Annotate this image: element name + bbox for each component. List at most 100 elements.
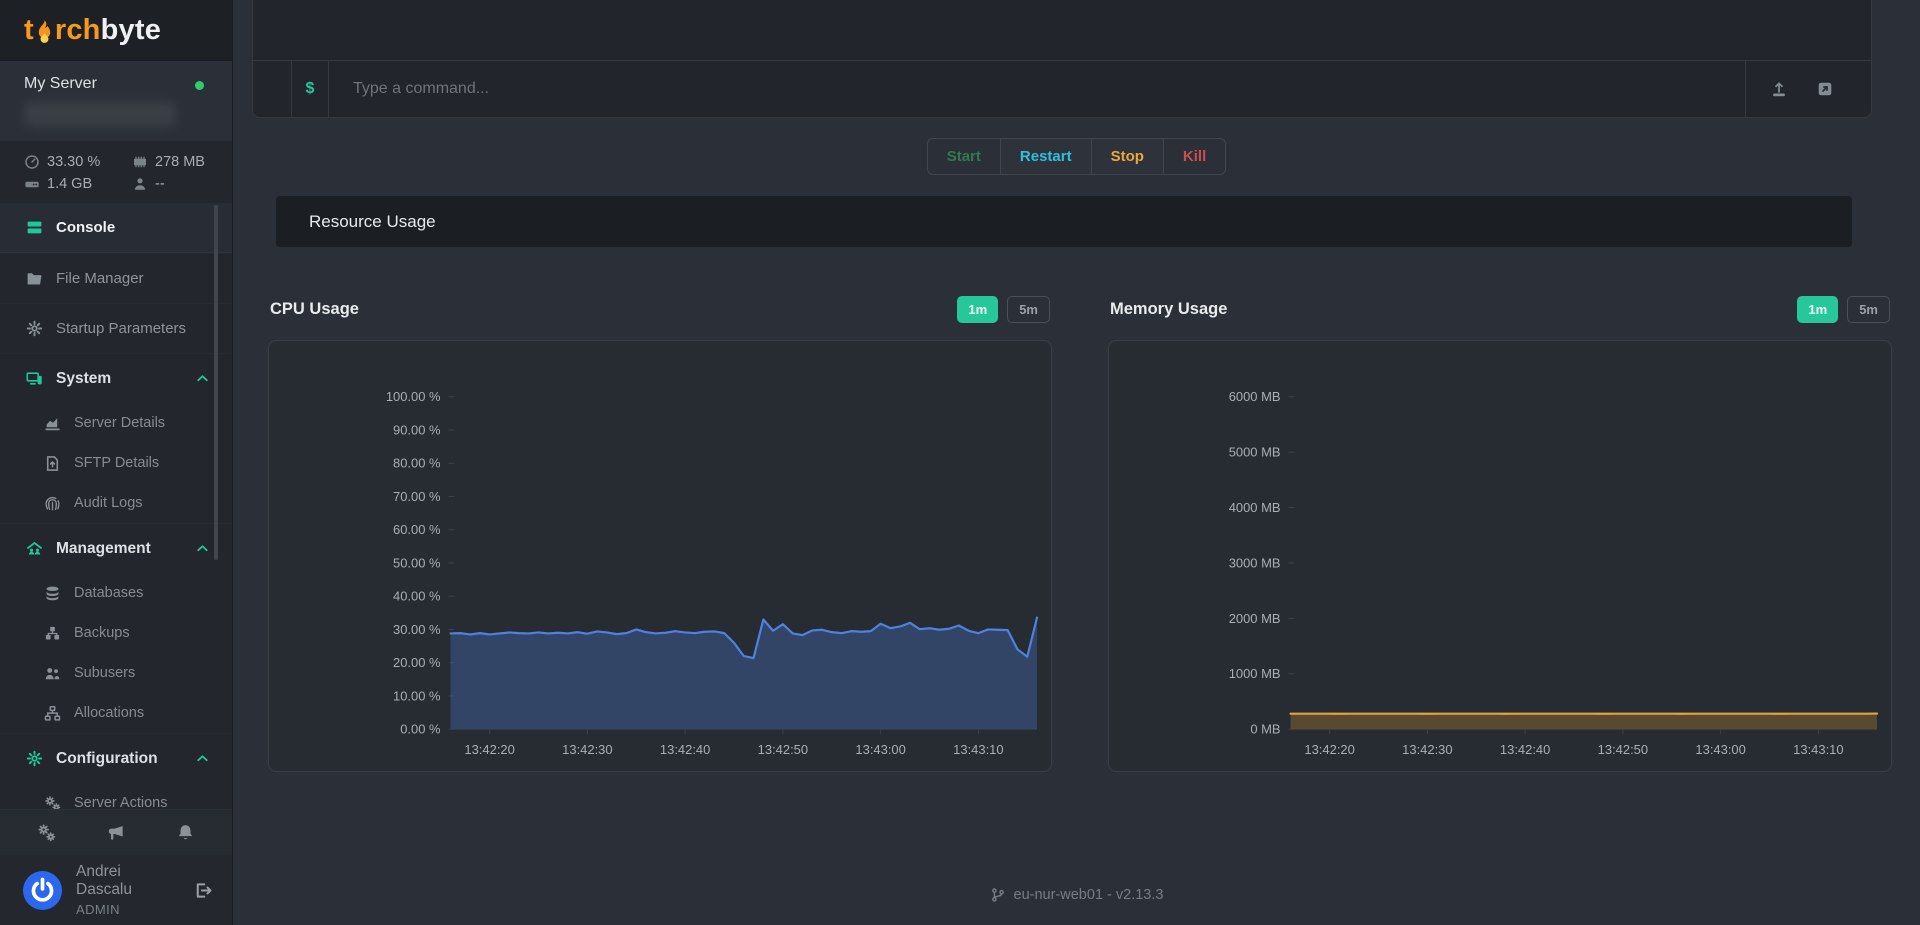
sidebar-item-label: Startup Parameters [56, 320, 186, 337]
server-stats: 33.30 % 278 MB 1.4 GB -- [0, 141, 232, 203]
stat-memory-value: 278 MB [155, 154, 205, 170]
range-1m-button[interactable]: 1m [957, 296, 998, 323]
svg-text:4000 MB: 4000 MB [1229, 500, 1281, 515]
sidebar-item-label: Backups [74, 625, 130, 641]
svg-text:2000 MB: 2000 MB [1229, 611, 1281, 626]
sidebar-item-label: File Manager [56, 270, 144, 287]
sidebar-item-label: Subusers [74, 665, 135, 681]
chevron-up-icon [195, 751, 210, 766]
hdd-icon [24, 176, 40, 192]
section-title: Resource Usage [309, 212, 436, 232]
fingerprint-icon [44, 495, 61, 512]
user-icon [132, 176, 148, 192]
svg-text:70.00 %: 70.00 % [393, 489, 441, 504]
server-name: My Server [24, 75, 208, 93]
stat-cpu: 33.30 % [24, 151, 132, 173]
sidebar-footer-icons [0, 809, 232, 855]
sidebar-item-databases[interactable]: Databases [0, 573, 232, 613]
bell-icon[interactable] [176, 823, 195, 842]
sidebar-item-management[interactable]: Management [0, 523, 232, 573]
section-header: Resource Usage [276, 196, 1852, 247]
svg-text:13:42:20: 13:42:20 [1304, 742, 1354, 757]
sidebar-item-label: Audit Logs [74, 495, 143, 511]
torchbyte-logo[interactable]: t rch byte [24, 14, 161, 47]
flame-icon [35, 19, 54, 44]
svg-text:13:42:20: 13:42:20 [464, 742, 514, 757]
sidebar-item-label: Allocations [74, 705, 144, 721]
node-footer: eu-nur-web01 - v2.13.3 [233, 887, 1920, 903]
boxes-icon [44, 625, 61, 642]
sidebar-item-backups[interactable]: Backups [0, 613, 232, 653]
sidebar-item-console[interactable]: Console [0, 203, 232, 253]
svg-text:13:42:50: 13:42:50 [758, 742, 808, 757]
start-button[interactable]: Start [928, 139, 1000, 174]
sidebar-item-server-actions[interactable]: Server Actions [0, 783, 232, 809]
svg-text:13:42:50: 13:42:50 [1598, 742, 1648, 757]
cpu-usage-chart: 100.00 %90.00 %80.00 %70.00 %60.00 %50.0… [269, 341, 1051, 771]
sidebar-item-system[interactable]: System [0, 353, 232, 403]
cpu-usage-section: CPU Usage 1m 5m 100.00 %90.00 %80.00 %70… [268, 294, 1052, 772]
sidebar-item-startup-parameters[interactable]: Startup Parameters [0, 303, 232, 353]
memory-chart-card: 6000 MB5000 MB4000 MB3000 MB2000 MB1000 … [1108, 340, 1892, 772]
svg-text:80.00 %: 80.00 % [393, 456, 441, 471]
memory-chart-title: Memory Usage [1110, 300, 1227, 319]
sign-out-icon[interactable] [193, 881, 212, 900]
svg-text:40.00 %: 40.00 % [393, 589, 441, 604]
sidebar-item-label: Management [56, 540, 151, 558]
sidebar-item-configuration[interactable]: Configuration [0, 733, 232, 783]
sidebar-item-file-manager[interactable]: File Manager [0, 253, 232, 303]
gears-icon[interactable] [37, 823, 56, 842]
stat-players: -- [132, 173, 232, 195]
database-icon [44, 585, 61, 602]
command-row: $ [253, 61, 1871, 117]
server-id-redacted [24, 102, 176, 127]
stat-cpu-value: 33.30 % [47, 154, 100, 170]
tachometer-icon [24, 154, 40, 170]
user-info: Andrei Dascalu ADMIN [76, 863, 180, 917]
cpu-range-buttons: 1m 5m [957, 296, 1050, 323]
power-controls: Start Restart Stop Kill [233, 138, 1920, 175]
svg-text:13:42:30: 13:42:30 [1402, 742, 1452, 757]
avatar[interactable] [22, 870, 63, 911]
svg-text:13:43:10: 13:43:10 [953, 742, 1003, 757]
stop-button[interactable]: Stop [1091, 139, 1163, 174]
kill-button[interactable]: Kill [1163, 139, 1225, 174]
logo-text-t: t [24, 14, 34, 47]
sidebar-item-subusers[interactable]: Subusers [0, 653, 232, 693]
sidebar-item-label: Server Actions [74, 795, 168, 809]
memory-chart-header: Memory Usage 1m 5m [1110, 294, 1890, 324]
svg-text:0.00 %: 0.00 % [400, 722, 441, 737]
server-selector[interactable]: My Server [0, 61, 232, 141]
sidebar: t rch byte My Server 33.30 % 278 MB 1.4 … [0, 0, 233, 925]
svg-text:13:42:40: 13:42:40 [1500, 742, 1550, 757]
sidebar-item-label: Server Details [74, 415, 165, 431]
folder-icon [26, 270, 43, 287]
range-5m-button[interactable]: 5m [1847, 296, 1890, 323]
range-5m-button[interactable]: 5m [1007, 296, 1050, 323]
user-area: Andrei Dascalu ADMIN [0, 855, 232, 925]
svg-text:60.00 %: 60.00 % [393, 522, 441, 537]
gears-icon [44, 795, 61, 810]
node-version-text: eu-nur-web01 - v2.13.3 [1014, 887, 1164, 903]
range-1m-button[interactable]: 1m [1797, 296, 1838, 323]
cpu-chart-card: 100.00 %90.00 %80.00 %70.00 %60.00 %50.0… [268, 340, 1052, 772]
logo-text-byte: byte [101, 14, 161, 47]
megaphone-icon[interactable] [106, 823, 125, 842]
upload-icon[interactable] [1770, 80, 1788, 98]
memory-chip-icon [132, 154, 148, 170]
stat-disk: 1.4 GB [24, 173, 132, 195]
command-input[interactable] [329, 61, 1745, 117]
popout-icon[interactable] [1816, 80, 1834, 98]
sidebar-item-allocations[interactable]: Allocations [0, 693, 232, 733]
cpu-chart-title: CPU Usage [270, 300, 359, 319]
memory-range-buttons: 1m 5m [1797, 296, 1890, 323]
svg-text:1000 MB: 1000 MB [1229, 666, 1281, 681]
svg-text:3000 MB: 3000 MB [1229, 555, 1281, 570]
sidebar-item-sftp-details[interactable]: SFTP Details [0, 443, 232, 483]
restart-button[interactable]: Restart [1000, 139, 1091, 174]
sidebar-scrollbar[interactable] [214, 205, 218, 560]
sidebar-item-server-details[interactable]: Server Details [0, 403, 232, 443]
svg-text:100.00 %: 100.00 % [386, 389, 441, 404]
sidebar-item-audit-logs[interactable]: Audit Logs [0, 483, 232, 523]
memory-usage-chart: 6000 MB5000 MB4000 MB3000 MB2000 MB1000 … [1109, 341, 1891, 771]
